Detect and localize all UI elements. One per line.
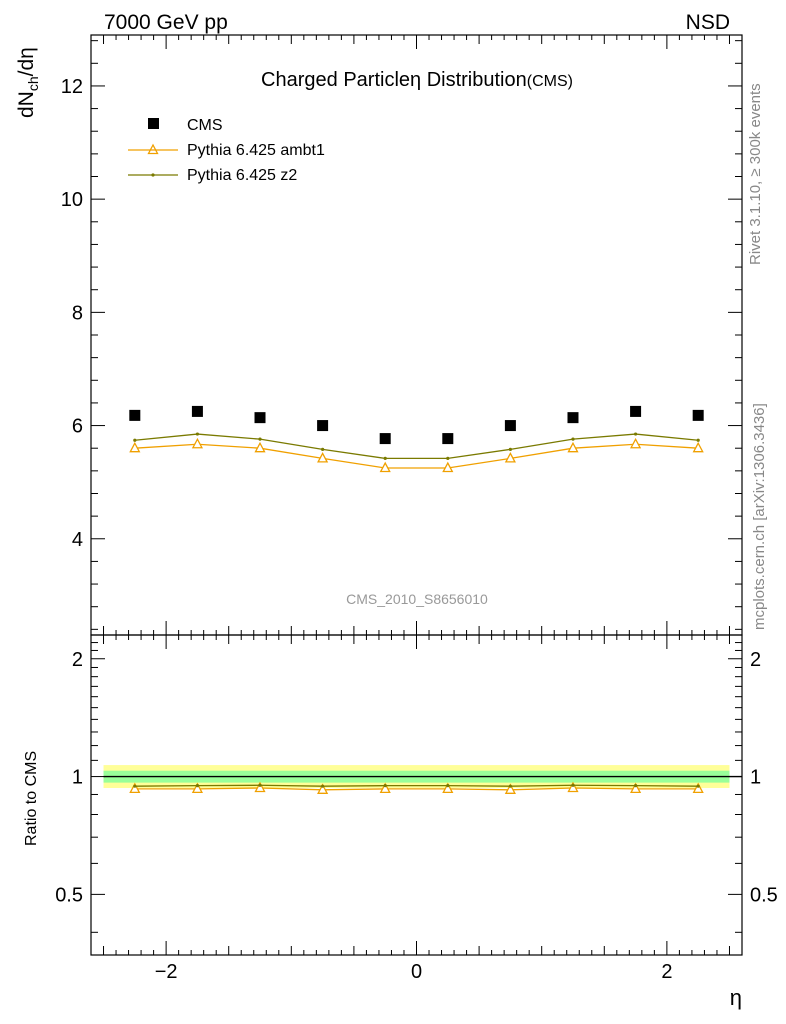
main-z2-point [321, 447, 325, 451]
main-ambt1-point [442, 461, 454, 473]
main-y-tick-label: 10 [61, 189, 83, 211]
ratio-z2-point [133, 784, 137, 788]
main-ylabel: dNch/dη [15, 47, 41, 118]
ratio-z2-point [383, 784, 387, 788]
ratio-y-tick-label-right: 1 [750, 767, 761, 789]
legend-ambt1-marker [147, 143, 159, 155]
x-axis-label: η [730, 985, 742, 1010]
main-cms-point [191, 405, 203, 417]
x-tick-label: 0 [411, 961, 422, 983]
main-ambt1-point [630, 437, 642, 449]
ratio-ambt1-line [134, 787, 699, 791]
main-series [129, 405, 704, 473]
main-ylabel-rest: /dη [15, 47, 38, 76]
x-axis: −2 0 2 [103, 35, 730, 983]
analysis-label: CMS_2010_S8656010 [346, 591, 488, 607]
main-ambt1-point [129, 441, 141, 453]
main-y-tick-label: 8 [72, 302, 83, 324]
ratio-ambt1-point [442, 782, 454, 794]
x-tick-label: −2 [155, 961, 178, 983]
header-left: 7000 GeV pp [104, 11, 228, 34]
main-z2-point [446, 456, 450, 460]
main-z2-point [258, 437, 262, 441]
ratio-z2-point [633, 784, 638, 788]
main-ambt1-point [191, 437, 203, 449]
ratio-y-tick-label-right: 2 [750, 649, 761, 671]
ratio-panel: 0.5 0.5 1 1 2 2 Ratio to CMS [23, 634, 778, 956]
main-cms-point [254, 412, 266, 424]
ratio-z2-point [321, 784, 325, 788]
main-cms-point [317, 420, 329, 432]
main-ambt1-point [504, 452, 516, 463]
ratio-y-tick-label: 1 [72, 767, 83, 789]
main-cms-point [504, 420, 516, 432]
chart-title: Charged Particleη Distribution(CMS) [261, 69, 573, 91]
side-mcplots: mcplots.cern.ch [arXiv:1306.3436] [751, 403, 768, 630]
side-rivet: Rivet 3.1.10, ≥ 300k events [747, 83, 764, 265]
main-ambt1-point [692, 441, 704, 453]
ratio-ambt1-point [504, 783, 516, 794]
chart-title-suffix: (CMS) [527, 73, 573, 90]
main-y-tick-label: 6 [72, 416, 83, 438]
ratio-z2-point [195, 784, 200, 788]
ratio-y-tick-label: 0.5 [55, 884, 83, 906]
main-ambt1-point [317, 452, 329, 463]
main-z2-point [195, 432, 200, 436]
header-right: NSD [686, 11, 730, 34]
ratio-ambt1-point [630, 782, 642, 794]
ratio-ylabel: Ratio to CMS [23, 751, 40, 846]
main-cms-point [630, 405, 642, 417]
ratio-z2-point [571, 783, 575, 787]
ratio-ambt1-point [254, 781, 266, 793]
legend: CMS Pythia 6.425 ambt1 Pythia 6.425 z2 [128, 117, 325, 184]
legend-ambt1-label: Pythia 6.425 ambt1 [187, 142, 325, 159]
legend-z2-label: Pythia 6.425 z2 [187, 167, 297, 184]
main-z2-point [571, 437, 575, 441]
main-panel: 4 6 8 10 12 Charged Particleη Distribution(C… [15, 34, 743, 636]
main-ambt1-line [134, 443, 699, 469]
main-cms-point [442, 433, 454, 445]
main-z2-point [508, 447, 512, 451]
main-cms-point [379, 433, 391, 445]
main-y-tick-label: 4 [72, 529, 83, 551]
ratio-ambt1-point [317, 783, 329, 794]
ratio-band [103, 765, 742, 788]
ratio-y-tick-label: 2 [72, 649, 83, 671]
ratio-z2-point [446, 784, 450, 788]
ratio-ambt1-point [379, 782, 391, 794]
ratio-ambt1-point [692, 782, 704, 794]
main-cms-point [129, 409, 141, 421]
legend-cms-label: CMS [187, 117, 223, 134]
x-tick-label: 2 [661, 961, 672, 983]
ratio-series [129, 781, 704, 794]
main-z2-point [133, 438, 137, 442]
ratio-ambt1-point [129, 782, 141, 794]
main-z2-point [696, 438, 700, 442]
ratio-y-tick-label-right: 0.5 [750, 884, 778, 906]
ratio-z2-line [134, 784, 699, 787]
ratio-z2-point [258, 783, 262, 787]
main-ambt1-point [254, 441, 266, 453]
main-z2-point [633, 432, 638, 436]
ratio-z2-point [508, 784, 512, 788]
main-ylabel-a: dN [15, 91, 38, 118]
main-y-tick-label: 12 [61, 76, 83, 98]
main-ylabel-sub: ch [25, 76, 41, 91]
ratio-ticks: 0.5 0.5 1 1 2 2 [55, 642, 778, 933]
main-cms-point [692, 409, 704, 421]
chart-title-main: Charged Particleη Distribution [261, 69, 527, 91]
ratio-ambt1-point [567, 781, 579, 793]
ratio-frame [90, 634, 743, 956]
ratio-z2-point [696, 784, 700, 788]
legend-cms-marker [148, 118, 159, 129]
main-ambt1-point [379, 461, 391, 473]
legend-z2-marker [151, 173, 155, 177]
main-cms-point [567, 412, 579, 424]
main-z2-line [134, 433, 699, 460]
ratio-ambt1-point [191, 782, 203, 794]
main-ambt1-point [567, 441, 579, 453]
main-z2-point [383, 456, 387, 460]
main-ticks: 4 6 8 10 12 [61, 40, 742, 630]
